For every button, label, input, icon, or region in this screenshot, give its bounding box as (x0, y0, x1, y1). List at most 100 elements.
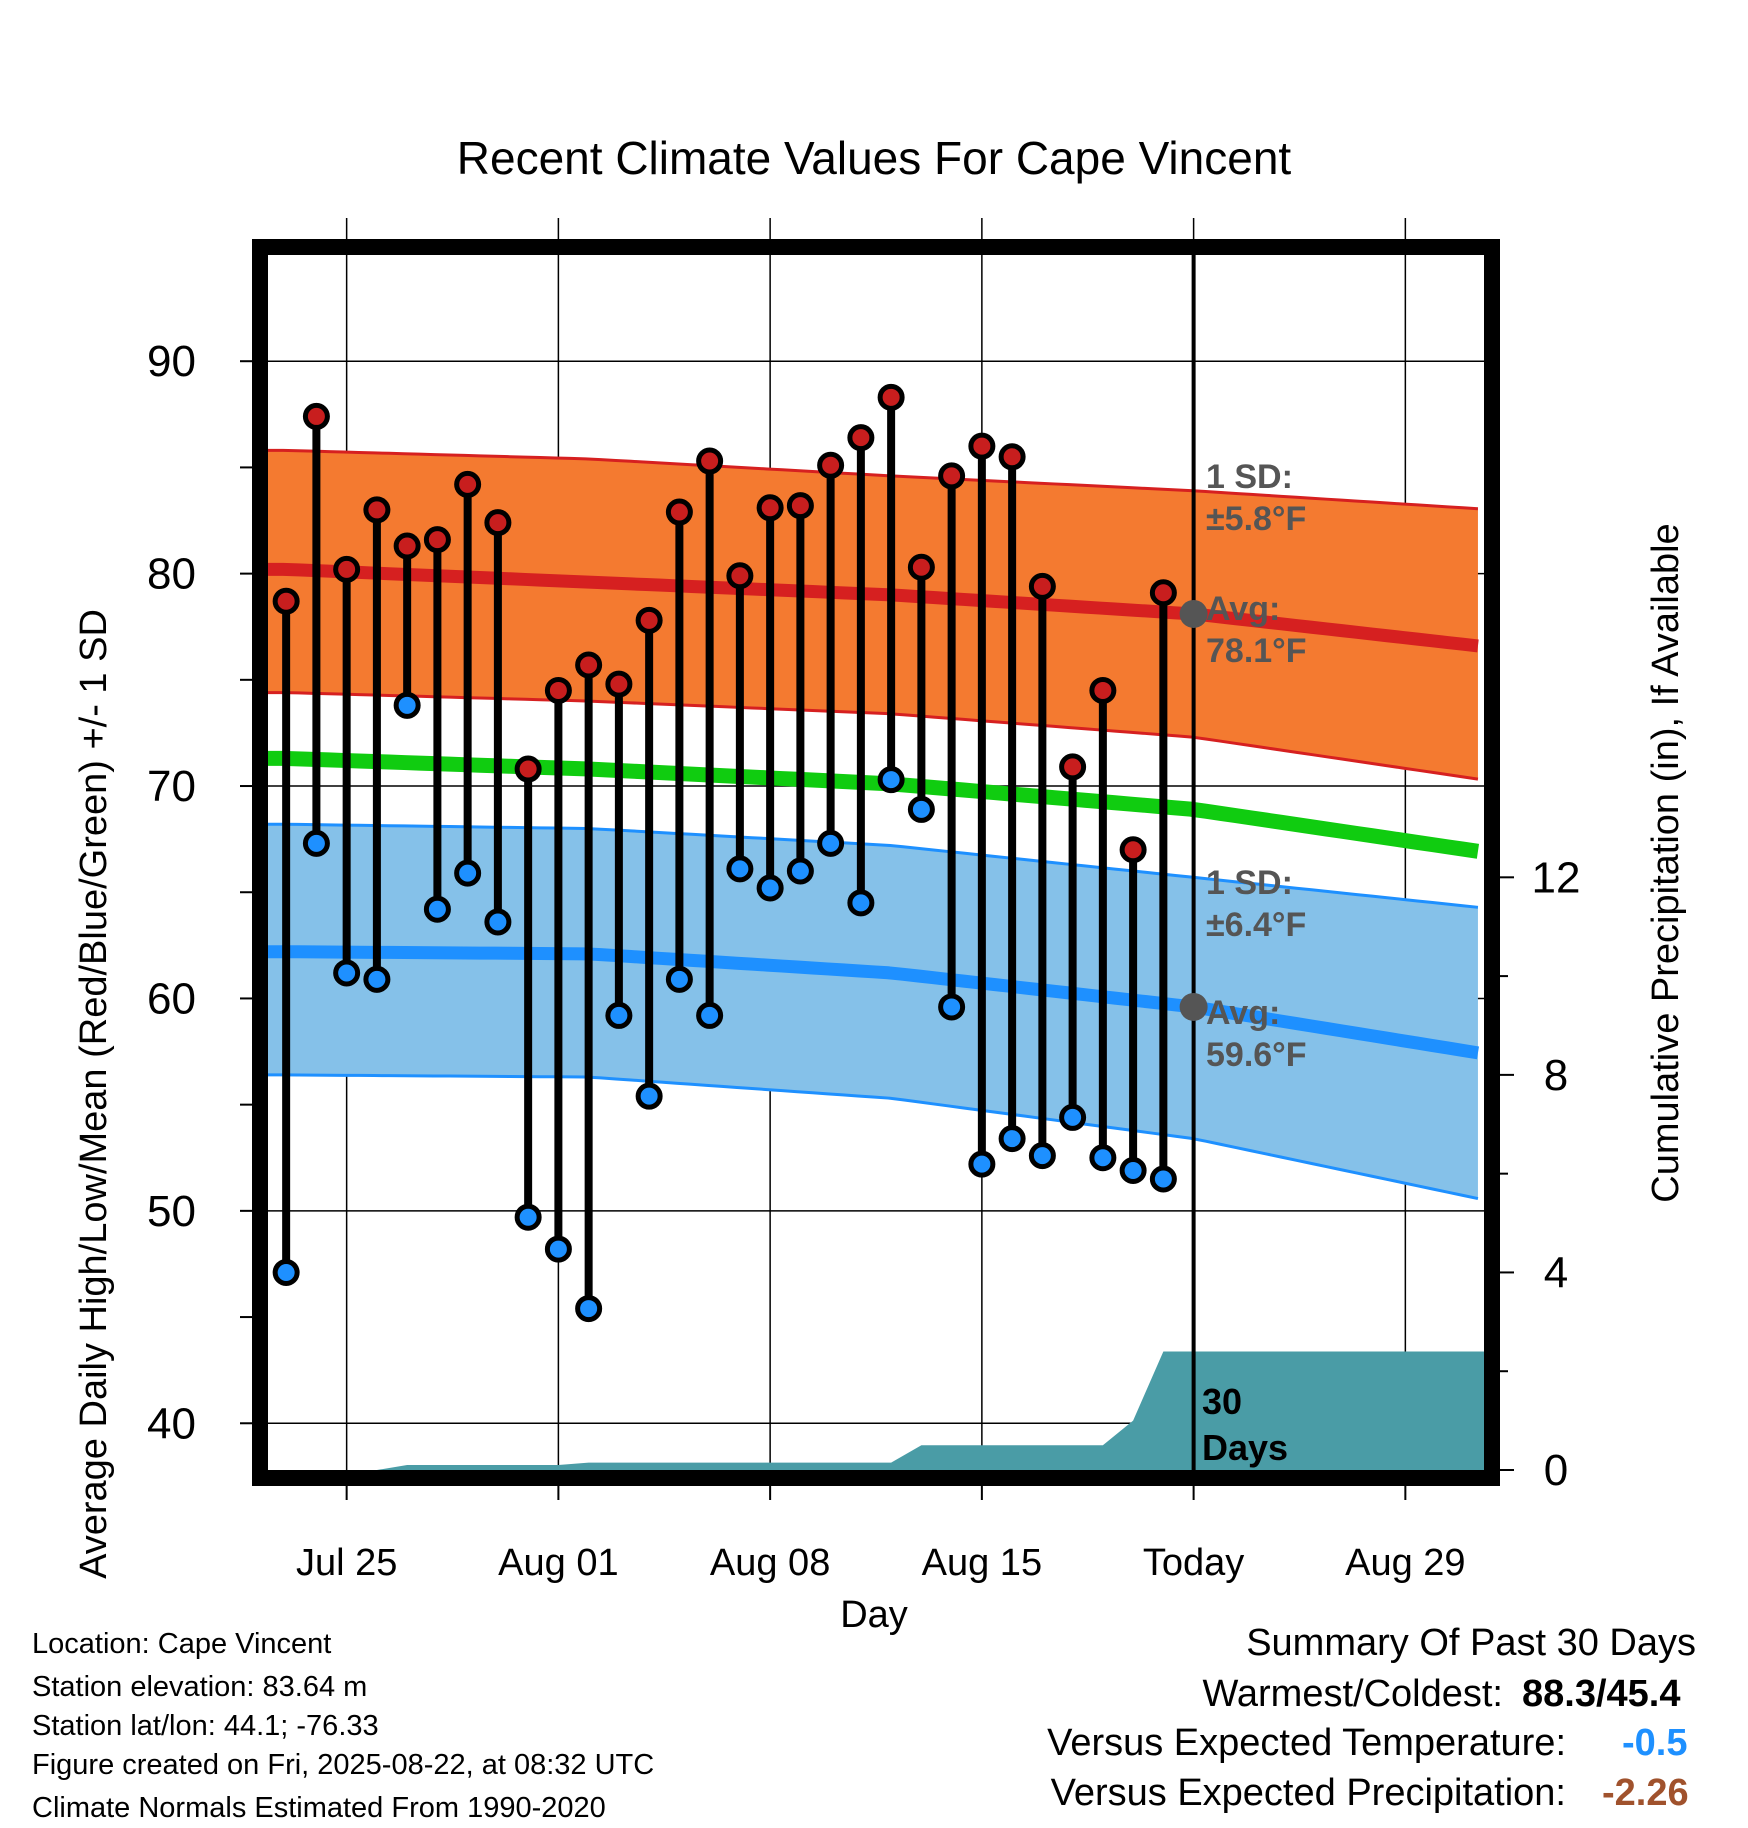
high-point (998, 443, 1026, 471)
y2-tick-label: 12 (1532, 853, 1581, 902)
info-created: Figure created on Fri, 2025-08-22, at 08… (32, 1749, 655, 1781)
summary-temp-label: Versus Expected Temperature: (1047, 1722, 1566, 1764)
y2-tick-label: 0 (1544, 1446, 1568, 1495)
high-point (1119, 836, 1147, 864)
low-point (363, 965, 391, 993)
low-point (423, 895, 451, 923)
low-point (847, 889, 875, 917)
summary-warm-cold-label: Warmest/Coldest: (1202, 1673, 1503, 1715)
high-point (726, 562, 754, 590)
high-point (302, 402, 330, 430)
high-point (877, 383, 905, 411)
low-point (998, 1125, 1026, 1153)
low-point (272, 1258, 300, 1286)
low-point (1059, 1103, 1087, 1131)
y-axis-label: Average Daily High/Low/Mean (Red/Blue/Gr… (73, 609, 115, 1579)
low-sd-value: ±6.4°F (1206, 906, 1306, 944)
low-point (514, 1203, 542, 1231)
y2-axis-label: Cumulative Precipitation (in), If Availa… (1645, 523, 1687, 1202)
low-point (726, 855, 754, 883)
low-point (817, 829, 845, 857)
low-point (938, 993, 966, 1021)
low-point (665, 965, 693, 993)
low-point (454, 859, 482, 887)
low-point (696, 1001, 724, 1029)
low-point (484, 908, 512, 936)
high-sd-label: 1 SD: (1206, 458, 1293, 496)
high-point (544, 676, 572, 704)
low-point (635, 1082, 663, 1110)
low-avg-label: Avg: (1206, 994, 1280, 1032)
high-point (393, 532, 421, 560)
high-point (454, 470, 482, 498)
high-point (1059, 753, 1087, 781)
high-avg-label: Avg: (1206, 590, 1280, 628)
low-point (302, 829, 330, 857)
high-point (817, 451, 845, 479)
high-point (575, 651, 603, 679)
x-tick-label: Aug 29 (1345, 1542, 1465, 1584)
x-tick-label: Aug 08 (710, 1542, 830, 1584)
x-tick-label: Aug 01 (498, 1542, 618, 1584)
high-sd-value: ±5.8°F (1206, 500, 1306, 538)
low-point (1149, 1165, 1177, 1193)
low-sd-lower-line (268, 1073, 1479, 1201)
low-point (393, 691, 421, 719)
daily-range-bars (282, 397, 1168, 1309)
low-point (756, 874, 784, 902)
high-point (333, 555, 361, 583)
today-days-number: 30 (1202, 1381, 1242, 1422)
y-tick-label: 80 (147, 550, 196, 599)
precipitation-layer (268, 1351, 1484, 1470)
low-point (1028, 1142, 1056, 1170)
summary-precip-value: -2.26 (1602, 1772, 1689, 1814)
daily-points (272, 383, 1177, 1323)
high-point (1089, 676, 1117, 704)
low-point (575, 1295, 603, 1323)
x-axis-label: Day (840, 1594, 908, 1636)
low-point (544, 1235, 572, 1263)
summary-warm-cold-value: 88.3/45.4 (1522, 1673, 1681, 1715)
info-normals: Climate Normals Estimated From 1990-2020 (32, 1792, 606, 1824)
y-tick-label: 60 (147, 974, 196, 1023)
low-normal-line (268, 945, 1479, 1060)
low-band (268, 824, 1478, 1199)
high-point (696, 447, 724, 475)
high-point (907, 553, 935, 581)
high-point (1028, 572, 1056, 600)
high-avg-value: 78.1°F (1206, 632, 1307, 670)
high-point (968, 432, 996, 460)
y-tick-label: 90 (147, 337, 196, 386)
y-tick-label: 40 (147, 1399, 196, 1448)
x-tick-label: Today (1143, 1542, 1244, 1584)
low-point (968, 1150, 996, 1178)
high-point (363, 496, 391, 524)
x-tick-label: Aug 15 (922, 1542, 1042, 1584)
high-point (423, 526, 451, 554)
high-point (635, 606, 663, 634)
high-point (756, 494, 784, 522)
high-point (938, 462, 966, 490)
summary-title: Summary Of Past 30 Days (1246, 1622, 1696, 1664)
high-point (847, 424, 875, 452)
precipitation-area (268, 1351, 1484, 1470)
high-point (484, 509, 512, 537)
y-tick-label: 50 (147, 1187, 196, 1236)
high-point (272, 587, 300, 615)
low-avg-value: 59.6°F (1206, 1036, 1307, 1074)
today-days-word: Days (1202, 1427, 1288, 1468)
low-sd-label: 1 SD: (1206, 864, 1293, 902)
low-point (907, 795, 935, 823)
high-point (605, 670, 633, 698)
high-avg-marker (1179, 599, 1208, 628)
x-tick-label: Jul 25 (296, 1542, 397, 1584)
info-latlon: Station lat/lon: 44.1; -76.33 (32, 1710, 379, 1742)
low-point (333, 959, 361, 987)
summary-temp-value: -0.5 (1622, 1722, 1688, 1764)
chart-title: Recent Climate Values For Cape Vincent (457, 132, 1292, 184)
annotations: 1 SD: ±5.8°F Avg: 78.1°F 1 SD: ±6.4°F Avg: 59.6… (1179, 458, 1307, 1468)
y2-tick-label: 4 (1544, 1248, 1568, 1297)
info-location: Location: Cape Vincent (32, 1628, 332, 1660)
summary-precip-label: Versus Expected Precipitation: (1050, 1772, 1566, 1814)
